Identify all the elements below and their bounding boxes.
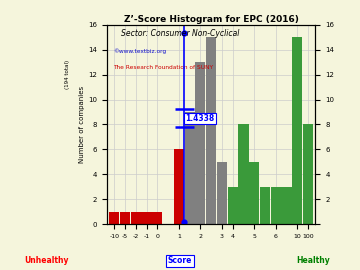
Bar — [228, 187, 238, 224]
Bar — [131, 212, 141, 224]
Text: Healthy: Healthy — [296, 256, 330, 265]
Text: (194 total): (194 total) — [65, 60, 70, 89]
Y-axis label: Number of companies: Number of companies — [79, 86, 85, 163]
Text: ©www.textbiz.org: ©www.textbiz.org — [113, 49, 166, 54]
Bar — [152, 212, 162, 224]
Text: Score: Score — [168, 256, 192, 265]
Bar — [292, 37, 302, 224]
Bar — [185, 112, 195, 224]
Bar — [217, 162, 227, 224]
Text: The Research Foundation of SUNY: The Research Foundation of SUNY — [113, 65, 213, 70]
Text: 1.4338: 1.4338 — [185, 114, 215, 123]
Bar — [249, 162, 259, 224]
Bar — [141, 212, 152, 224]
Bar — [206, 37, 216, 224]
Text: Sector: Consumer Non-Cyclical: Sector: Consumer Non-Cyclical — [121, 29, 239, 38]
Bar — [109, 212, 120, 224]
Bar — [260, 187, 270, 224]
Bar — [271, 187, 281, 224]
Bar — [120, 212, 130, 224]
Bar — [174, 149, 184, 224]
Bar — [195, 62, 206, 224]
Title: Z’-Score Histogram for EPC (2016): Z’-Score Histogram for EPC (2016) — [124, 15, 298, 24]
Text: Unhealthy: Unhealthy — [24, 256, 69, 265]
Bar — [238, 124, 248, 224]
Bar — [303, 124, 313, 224]
Bar — [281, 187, 292, 224]
